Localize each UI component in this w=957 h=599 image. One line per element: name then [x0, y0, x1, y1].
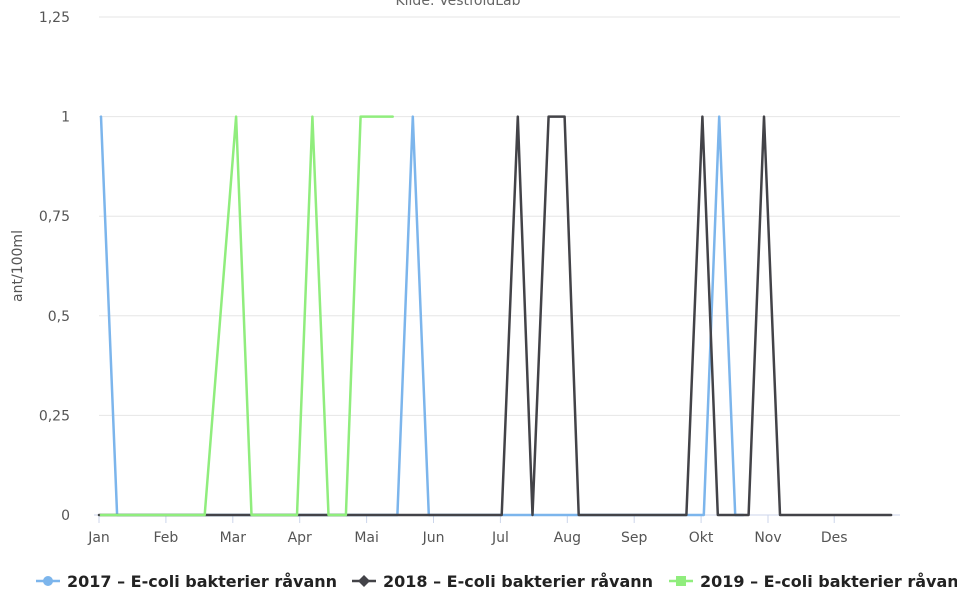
x-tick-label: Okt: [689, 530, 714, 546]
y-tick-label: 0,25: [39, 408, 70, 424]
x-tick-label: Des: [821, 530, 848, 546]
x-axis: Jan Feb Mar Apr Mai Jun Jul Aug Sep Okt Nov Des: [87, 514, 900, 546]
series-line-3: [99, 115, 394, 517]
series-lines: [97, 115, 893, 517]
chart-subtitle: Kilde: VestfoldLab: [395, 0, 520, 9]
x-tick-label: Apr: [288, 530, 312, 546]
grid-lines: [99, 16, 900, 416]
x-tick-label: Sep: [621, 530, 648, 546]
x-tick-label: Jun: [422, 530, 445, 546]
legend-marker-diamond-icon: [358, 575, 370, 587]
legend-marker-square-icon: [676, 576, 686, 586]
x-tick-label: Jul: [491, 530, 509, 546]
legend-label: 2018 – E-coli bakterier råvann: [383, 572, 653, 591]
legend: 2017 – E-coli bakterier råvann 2018 – E-c…: [36, 572, 957, 591]
y-tick-label: 0,75: [39, 209, 70, 225]
y-tick-label: 0: [61, 508, 70, 524]
x-tick-label: Feb: [154, 530, 179, 546]
x-tick-label: Mar: [220, 530, 247, 546]
x-tick-label: Nov: [754, 530, 781, 546]
y-tick-label: 1,25: [39, 10, 70, 26]
y-tick-label: 1: [61, 110, 70, 126]
y-axis: 0 0,25 0,5 0,75 1 1,25: [39, 10, 70, 524]
y-tick-label: 0,5: [48, 309, 70, 325]
legend-label: 2017 – E-coli bakterier råvann: [67, 572, 337, 591]
x-tick-label: Aug: [554, 530, 581, 546]
legend-label: 2019 – E-coli bakterier råvann: [700, 572, 957, 591]
series-line-2: [97, 115, 893, 517]
x-tick-label: Jan: [87, 530, 110, 546]
y-axis-label: ant/100ml: [10, 230, 26, 302]
x-tick-label: Mai: [354, 530, 379, 546]
legend-marker-circle-icon: [43, 576, 53, 586]
